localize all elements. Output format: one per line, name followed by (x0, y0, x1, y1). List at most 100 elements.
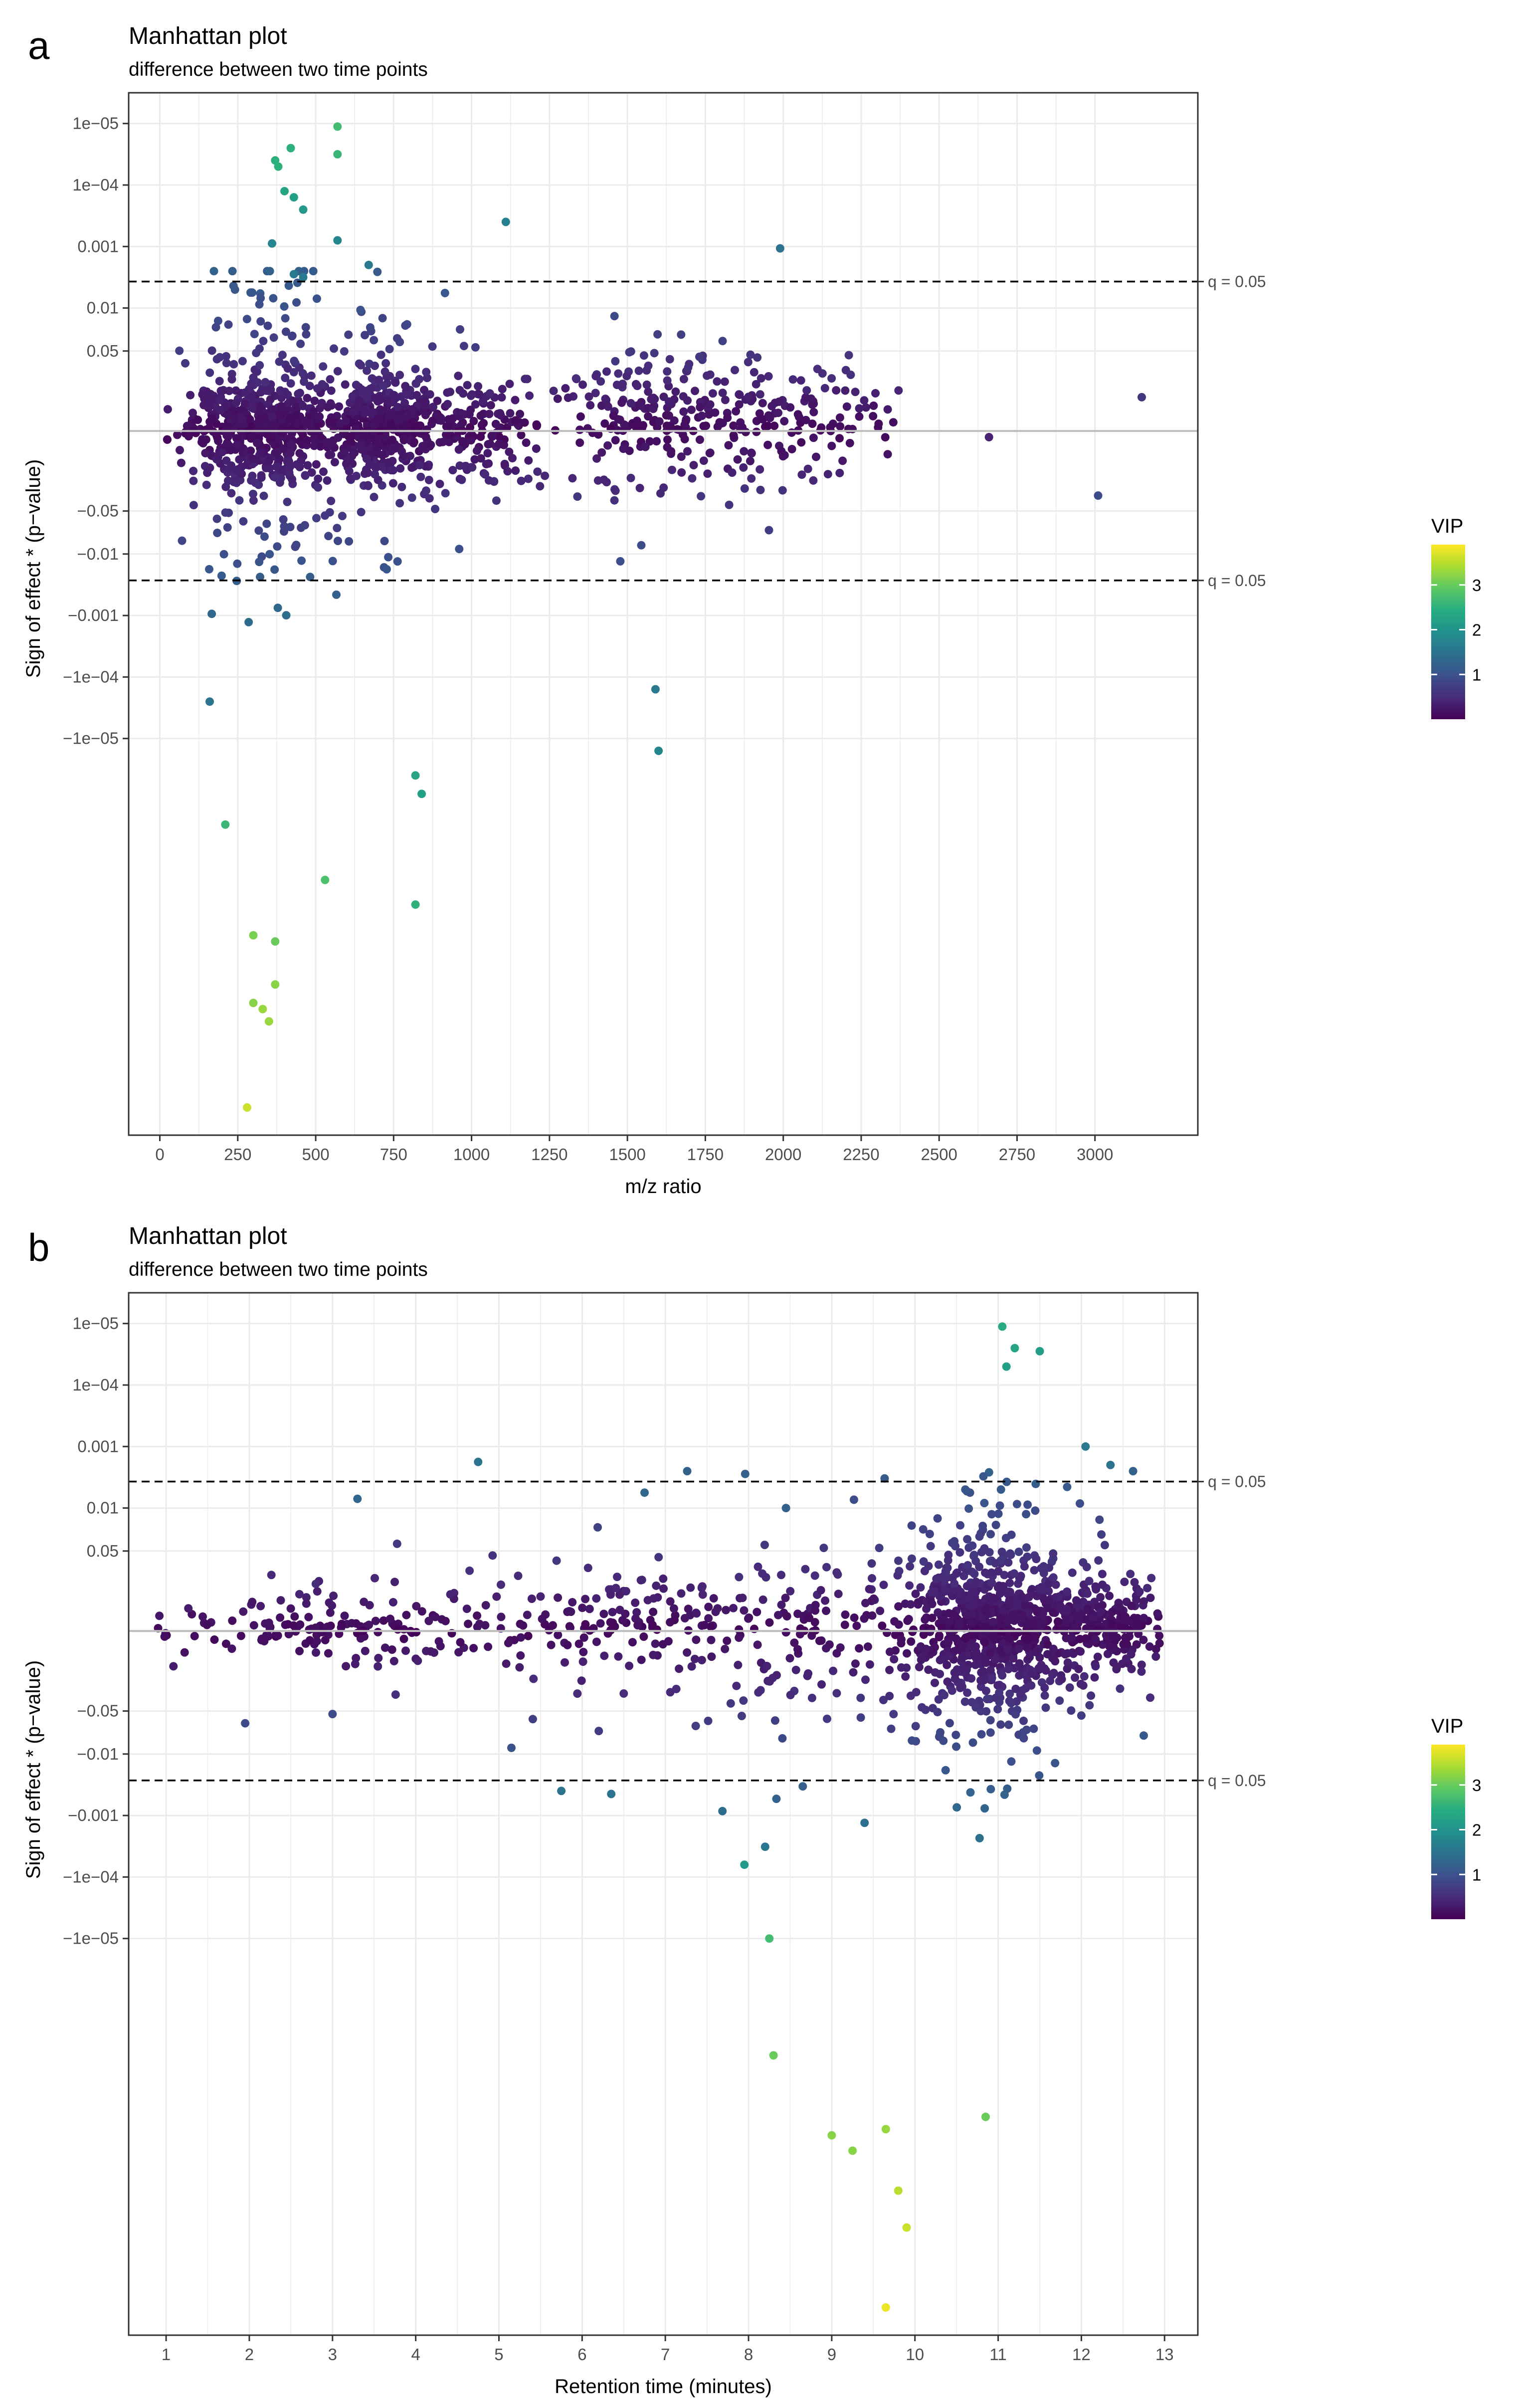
data-point (468, 463, 477, 472)
data-point (197, 437, 206, 446)
x-tick-label: 10 (906, 2345, 924, 2364)
data-point (1040, 1683, 1049, 1692)
data-point (503, 467, 512, 476)
data-point (411, 379, 420, 388)
data-point (457, 475, 466, 484)
data-point (325, 450, 334, 459)
data-point (914, 1600, 923, 1609)
data-point (739, 1696, 748, 1705)
data-point (1097, 1607, 1105, 1616)
x-ticks-b: 1 2 3 4 5 6 7 8 9 10 11 12 13 (162, 2335, 1174, 2364)
data-point-highlighted (289, 270, 298, 279)
data-point (1012, 1500, 1021, 1509)
data-point (983, 1695, 991, 1704)
data-point (940, 1615, 948, 1624)
data-point (217, 571, 226, 580)
x-tick-label: 4 (411, 2345, 420, 2364)
data-point (455, 386, 464, 395)
data-point (903, 1649, 911, 1658)
data-point-highlighted (353, 1494, 362, 1503)
data-point (960, 1697, 969, 1706)
data-point (1046, 1676, 1055, 1685)
data-point (292, 419, 301, 428)
data-point (371, 1616, 380, 1625)
data-point (236, 414, 245, 423)
data-point (740, 447, 749, 456)
data-point (683, 1467, 692, 1476)
data-point (1044, 1587, 1053, 1596)
data-point (1096, 1593, 1105, 1602)
data-point (309, 435, 318, 444)
data-point (616, 557, 625, 566)
data-point (1155, 1639, 1164, 1648)
data-point (176, 446, 184, 454)
data-point (987, 1673, 996, 1682)
data-point (592, 1594, 601, 1603)
data-point (807, 1693, 816, 1702)
y-tick-label: 1e−05 (72, 1314, 119, 1333)
data-point (374, 1662, 382, 1671)
data-point (387, 1645, 396, 1654)
data-point (1076, 1647, 1085, 1656)
data-point-highlighted (654, 746, 663, 755)
data-point (802, 386, 811, 395)
data-point (885, 1647, 894, 1656)
data-point (926, 1596, 935, 1605)
data-point (281, 327, 290, 336)
data-point (1063, 1482, 1072, 1491)
data-point (579, 1647, 588, 1656)
data-point (371, 470, 379, 479)
data-point (1008, 1611, 1017, 1620)
data-point (756, 390, 764, 399)
data-point (996, 1720, 1005, 1729)
data-point (1005, 1689, 1014, 1698)
data-point (781, 1594, 790, 1603)
data-point (317, 433, 326, 442)
data-point-highlighted (271, 937, 280, 946)
data-point (298, 440, 307, 449)
data-point (763, 440, 772, 449)
data-point (930, 1587, 939, 1596)
data-point (264, 400, 273, 408)
data-point (345, 537, 354, 546)
data-point (987, 1510, 996, 1519)
data-point (227, 489, 236, 498)
data-point (665, 355, 674, 364)
data-point (586, 401, 595, 409)
data-point (581, 1595, 590, 1604)
data-point (808, 419, 817, 428)
data-point (401, 321, 410, 330)
data-point (796, 376, 805, 385)
data-point (1019, 1716, 1028, 1725)
data-point (255, 300, 264, 309)
data-point (1017, 1592, 1026, 1601)
data-point (696, 403, 705, 411)
data-point (222, 359, 231, 368)
data-point (236, 1631, 245, 1640)
panel-letter-a: a (28, 23, 50, 67)
x-tick-label: 2 (245, 2345, 254, 2364)
data-point (330, 458, 339, 467)
data-point (679, 407, 688, 416)
data-point (198, 390, 207, 399)
data-point (376, 407, 384, 416)
data-point (634, 366, 643, 375)
data-point (222, 456, 231, 465)
data-point (971, 1703, 980, 1712)
legend-tick-label: 3 (1472, 1776, 1481, 1795)
data-point (622, 1587, 630, 1596)
data-point (931, 1678, 939, 1687)
data-point (275, 454, 284, 463)
legend-title-a: VIP (1431, 515, 1463, 537)
data-point (996, 1485, 1005, 1494)
data-point (357, 361, 366, 370)
data-point (618, 1616, 627, 1625)
data-point (475, 1619, 484, 1628)
data-point (184, 1604, 193, 1613)
data-point (371, 463, 380, 472)
data-point (735, 1633, 744, 1642)
data-point (1019, 1734, 1028, 1743)
data-point-highlighted (1010, 1344, 1019, 1353)
data-point (663, 435, 672, 444)
